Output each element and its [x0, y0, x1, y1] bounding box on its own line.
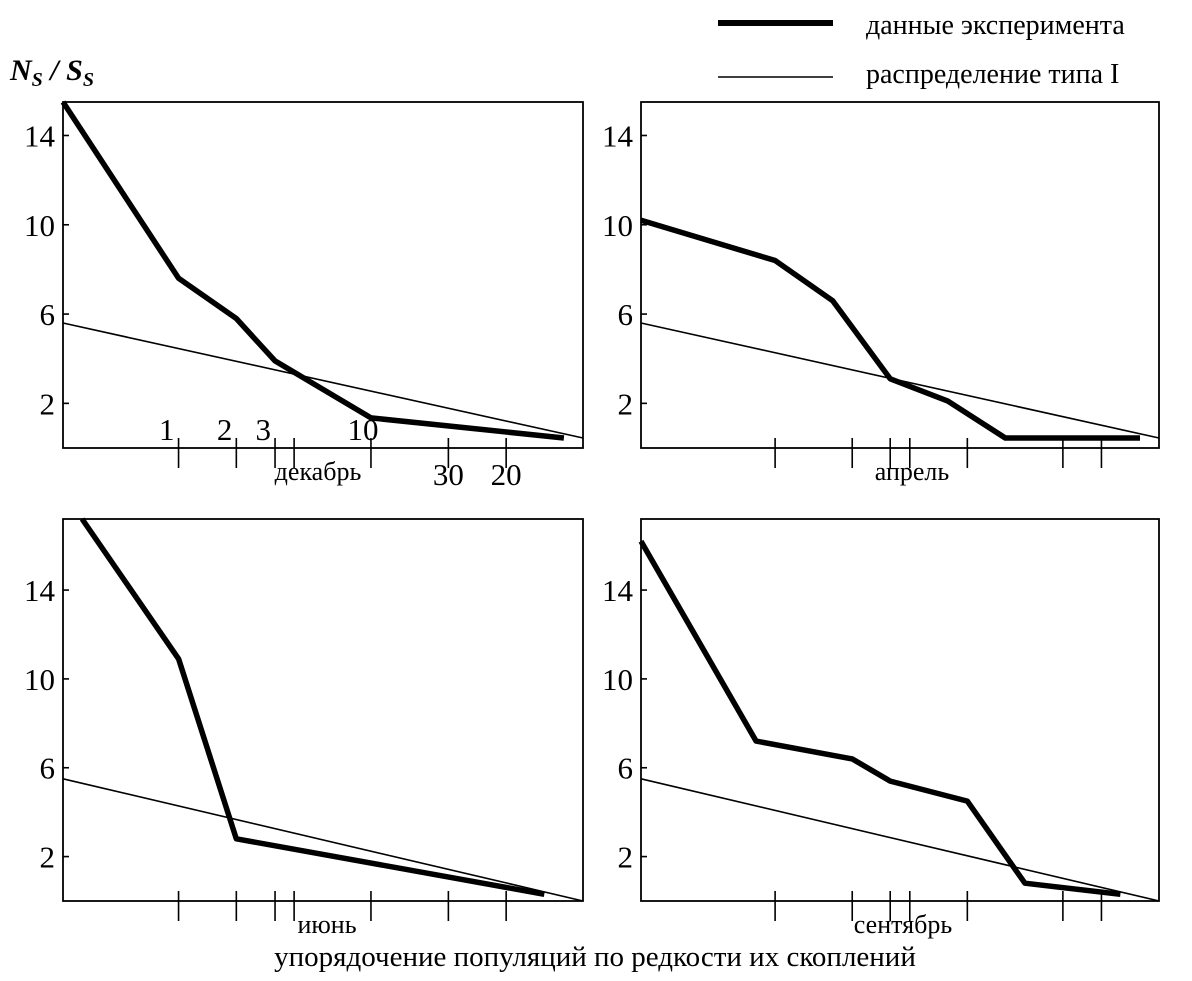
x-tick-label: 1	[159, 412, 175, 447]
y-axis-label-n: N	[9, 54, 33, 87]
x-tick-label: 20	[491, 457, 522, 492]
series-line-experiment	[640, 217, 1140, 441]
legend-label-distribution: распределение типа I	[866, 59, 1119, 90]
series-line-experiment	[79, 517, 545, 898]
x-axis-caption: упорядочение популяций по редкости их ск…	[274, 941, 916, 973]
x-tick-label: 30	[433, 457, 464, 492]
y-tick-label: 10	[602, 208, 633, 243]
series-line-distribution	[62, 322, 584, 439]
y-tick-label: 14	[24, 573, 56, 608]
plot-frame	[62, 518, 584, 902]
plot-frame	[640, 518, 1160, 902]
y-axis-label-n-sub: S	[32, 69, 43, 91]
y-tick-label: 2	[40, 840, 56, 875]
month-label-september: сентябрь	[854, 910, 953, 939]
month-label-december: декабрь	[275, 457, 362, 486]
legend: данные эксперимента распределение типа I	[718, 10, 1125, 90]
y-axis-label-s: S	[66, 54, 83, 87]
y-tick-label: 6	[618, 751, 634, 786]
series-line-distribution	[62, 778, 584, 902]
y-tick-label: 10	[24, 208, 55, 243]
y-tick-label: 14	[24, 118, 56, 153]
series-line-experiment	[60, 100, 565, 441]
y-tick-label: 6	[40, 297, 56, 332]
x-tick-label: 3	[256, 412, 272, 447]
x-tick-label: 2	[217, 412, 233, 447]
series-line-distribution	[640, 322, 1160, 439]
y-axis-label-slash: /	[43, 54, 66, 87]
y-tick-label: 2	[40, 386, 56, 421]
y-tick-label: 2	[618, 840, 634, 875]
panel-april: 2 6 10 14 апрель	[602, 101, 1160, 486]
y-tick-label: 14	[602, 573, 634, 608]
y-tick-label: 6	[40, 751, 56, 786]
legend-label-experiment: данные эксперимента	[866, 10, 1125, 41]
y-axis-label-s-sub: S	[83, 69, 94, 91]
y-tick-label: 6	[618, 297, 634, 332]
month-label-june: июнь	[297, 910, 356, 939]
y-tick-label: 2	[618, 386, 634, 421]
month-label-april: апрель	[875, 457, 950, 486]
panel-june: 2 6 10 14 июнь	[24, 517, 584, 939]
series-line-experiment	[638, 539, 1121, 898]
panel-september: 2 6 10 14 сентябрь	[602, 518, 1160, 939]
y-tick-label: 14	[602, 118, 634, 153]
series-line-distribution	[640, 778, 1160, 902]
y-tick-label: 10	[24, 662, 55, 697]
plot-frame	[62, 101, 584, 449]
plot-frame	[640, 101, 1160, 449]
y-tick-label: 10	[602, 662, 633, 697]
y-axis-label: NS / SS	[9, 54, 94, 91]
